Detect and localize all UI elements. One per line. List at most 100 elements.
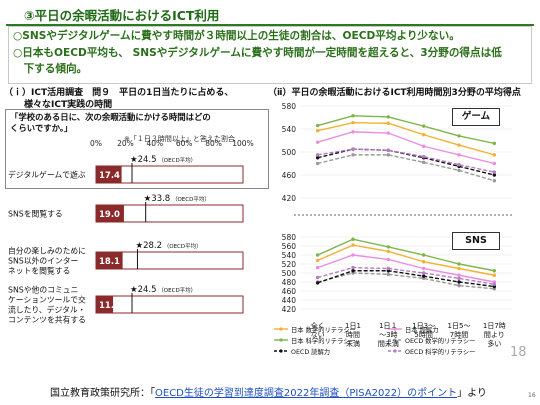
data-point	[351, 114, 355, 118]
series-line	[317, 148, 495, 176]
x-category-label: 多い	[487, 339, 501, 348]
x-category-label: 時間	[346, 331, 360, 339]
question-note: ※「１日３時間以上」と答えた割合	[124, 135, 235, 143]
bar	[96, 166, 122, 183]
oecd-value-label: ★24.5 （OECD平均）	[130, 155, 196, 165]
data-point	[386, 257, 391, 262]
category-label: コンテンツを共有する	[8, 315, 86, 325]
data-point	[315, 129, 320, 133]
summary-line-1: ○SNSやデジタルゲームに費やす時間が３時間以上の生徒の割合は、OECD平均より…	[13, 30, 460, 42]
x-tick-label: 80%	[205, 139, 222, 148]
x-category-label: 1日3～	[412, 322, 435, 330]
data-point	[351, 130, 355, 134]
summary-line-2: ○日本もOECD平均も、 SNSやデジタルゲームに費やす時間が一定時間を超えると…	[13, 47, 502, 59]
bar-value-label: 17.4	[99, 171, 120, 181]
data-point	[315, 253, 320, 257]
slide-page-number: 18	[510, 345, 527, 360]
footer-source: 国立教育政策研究所：「OECD生徒の学習到達度調査2022年調査（PISA202…	[50, 384, 487, 399]
data-point	[492, 282, 497, 286]
bar	[96, 296, 114, 313]
x-tick-label: 60%	[176, 139, 193, 148]
y-tick-label: 520	[282, 260, 297, 269]
sns-panel-label: SNS	[452, 232, 500, 250]
data-point	[351, 237, 355, 241]
x-category-label: 1日１	[379, 322, 397, 330]
bar	[96, 205, 124, 222]
oecd-value-label: ★24.5 （OECD平均）	[130, 285, 196, 295]
data-point	[386, 272, 391, 277]
summary-line-3: 下する傾向。	[13, 63, 88, 75]
data-point	[457, 273, 461, 277]
y-tick-label: 540	[282, 251, 297, 260]
data-point	[351, 153, 355, 157]
footer-suffix: 」より	[457, 388, 487, 399]
data-point	[492, 173, 497, 177]
question-box: 「学校のある日に、次の余暇活動にかける時間はどの くらいですか。」 ※「１日３時…	[5, 109, 269, 189]
category-label: 自分の楽しみのために	[8, 246, 86, 256]
data-point	[315, 258, 320, 263]
data-point	[457, 143, 461, 147]
data-point	[457, 283, 461, 288]
data-point	[457, 168, 461, 173]
data-point	[492, 179, 497, 183]
series-line	[317, 254, 495, 283]
data-point	[421, 154, 426, 159]
x-category-label: 間未満	[378, 339, 399, 348]
y-tick-label: 440	[282, 296, 297, 305]
summary-box: ○SNSやデジタルゲームに費やす時間が３時間以上の生徒の割合は、OECD平均より…	[8, 26, 532, 84]
category-label: SNSを閲覧する	[8, 209, 63, 219]
data-point	[492, 273, 497, 277]
x-tick-label: 40%	[146, 139, 163, 148]
data-point	[315, 275, 320, 280]
data-point	[421, 133, 426, 137]
source-link[interactable]: OECD生徒の学習到達度調査2022年調査（PISA2022）のポイント	[155, 388, 458, 399]
data-point	[492, 153, 497, 157]
bar-value-label: 18.1	[99, 257, 120, 267]
series-line	[317, 238, 495, 272]
legend-label: 日本 数学的リテラシー	[291, 325, 356, 334]
x-category-label: 7時間	[450, 331, 468, 339]
data-point	[421, 160, 426, 165]
series-line	[317, 154, 495, 182]
series-line	[317, 270, 495, 288]
legend-label: OECD 数学的リテラシー	[405, 336, 475, 345]
oecd-value-label: ★33.8 （OECD平均）	[144, 194, 210, 204]
data-point	[492, 269, 497, 273]
data-point	[351, 147, 355, 151]
right-chart-heading: （ⅱ）平日の余暇活動におけるICT利用時間別3分野の平均得点	[268, 88, 521, 98]
data-point	[457, 262, 461, 266]
category-label: SNS以外のインター	[8, 256, 78, 266]
y-tick-label: 420	[282, 194, 297, 203]
data-point	[315, 153, 320, 157]
y-tick-label: 500	[282, 148, 297, 157]
series-line	[317, 244, 495, 276]
data-point	[386, 115, 391, 119]
data-point	[315, 265, 320, 270]
y-tick-label: 420	[282, 305, 297, 314]
series-line	[317, 131, 495, 165]
x-category-label: ない	[311, 331, 325, 339]
y-tick-label: 460	[282, 171, 297, 180]
data-point	[421, 271, 426, 275]
data-point	[421, 274, 426, 278]
data-point	[351, 253, 355, 257]
legend-marker	[279, 338, 283, 342]
series-line	[317, 266, 495, 285]
data-point	[351, 265, 355, 270]
y-tick-label: 580	[282, 233, 297, 242]
x-tick-label: 0%	[90, 139, 102, 148]
legend-label: 日本 読解力	[405, 325, 439, 334]
y-tick-label: 480	[282, 278, 297, 287]
slide: ③平日の余暇活動におけるICT利用 ○SNSやデジタルゲームに費やす時間が３時間…	[4, 8, 534, 360]
legend-label: OECD 科学的リテラシー	[405, 347, 475, 356]
category-label: デジタルゲームで遊ぶ	[8, 170, 86, 180]
y-tick-label: 500	[282, 269, 297, 278]
x-category-label: 5時間	[414, 331, 432, 339]
legend-marker	[393, 327, 397, 331]
footer-prefix: 国立教育政策研究所：「	[50, 388, 155, 399]
data-point	[421, 260, 426, 264]
x-category-label: 1日1	[345, 322, 361, 330]
data-point	[492, 161, 497, 166]
left-chart-heading: （ｉ）ICT活用調査 問９ 平日の1日当たりに占める、	[4, 88, 234, 98]
line-charts: 4204605005405804204404604805005205405605…	[274, 102, 512, 356]
